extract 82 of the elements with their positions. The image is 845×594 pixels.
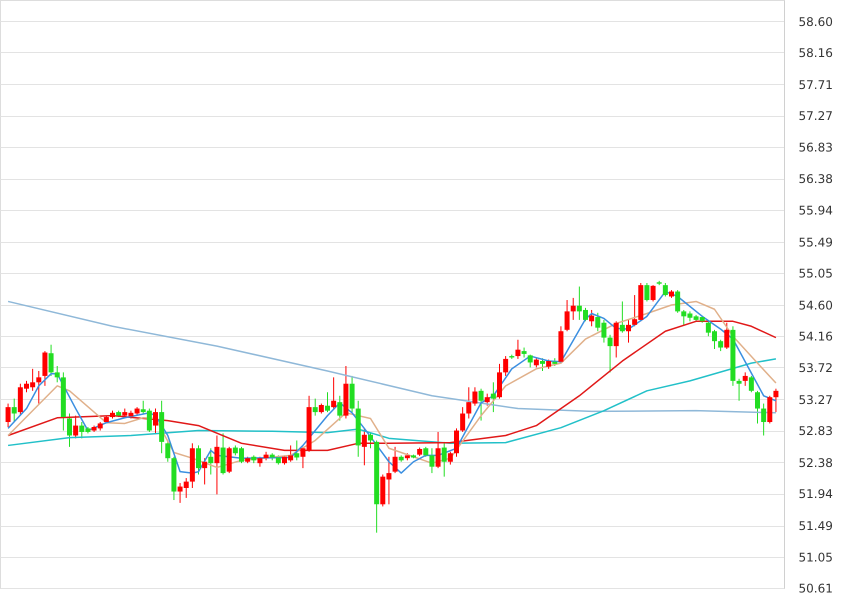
candlestick: [534, 358, 539, 368]
y-tick-label: 50.61: [798, 582, 833, 594]
candlestick: [312, 398, 318, 416]
candlestick: [436, 431, 441, 469]
candlestick: [490, 382, 496, 413]
candlestick: [662, 282, 668, 297]
candlestick: [294, 440, 300, 461]
candlestick: [12, 398, 17, 423]
candlestick: [165, 440, 170, 462]
candlestick: [331, 376, 336, 410]
y-tick-label: 54.60: [798, 298, 833, 312]
line-series: [7, 358, 777, 446]
candlestick: [202, 458, 208, 485]
y-tick-label: 55.49: [798, 235, 833, 250]
y-tick-label: 52.83: [798, 424, 833, 438]
candlestick: [724, 322, 730, 350]
candlestick: [423, 446, 428, 458]
y-tick-label: 56.83: [798, 140, 833, 154]
candlestick: [67, 413, 72, 448]
candlestick: [755, 390, 760, 424]
line-series: [7, 320, 777, 452]
candlestick: [546, 359, 552, 370]
candlestick: [564, 300, 570, 332]
y-tick-label: 53.72: [798, 360, 833, 375]
candlestick: [214, 435, 220, 495]
candlestick: [196, 444, 201, 476]
candlestick: [773, 388, 778, 413]
candlestick: [454, 428, 459, 458]
y-tick-label: 52.38: [798, 456, 833, 470]
candlestick: [589, 309, 594, 327]
candlestick: [6, 403, 11, 428]
candlestick: [48, 344, 54, 376]
candlestick: [337, 395, 342, 422]
y-tick-label: 57.27: [798, 109, 833, 124]
candlestick: [718, 339, 724, 352]
line-series: [7, 300, 777, 414]
y-tick-label: 51.94: [798, 487, 833, 502]
candlestick: [675, 290, 680, 314]
candlestick: [515, 339, 520, 360]
candlestick: [650, 284, 656, 302]
candlestick: [318, 403, 324, 414]
candlestick: [528, 354, 533, 368]
candlestick: [478, 388, 484, 422]
candlestick: [626, 319, 631, 344]
candlestick: [484, 393, 490, 406]
candlestick: [36, 370, 42, 404]
candlestick: [620, 300, 625, 334]
candlestick: [73, 415, 78, 439]
candlestick: [54, 365, 60, 383]
candlestick: [368, 432, 373, 449]
candlestick: [392, 446, 398, 474]
candlestick: [503, 356, 508, 376]
y-tick-label: 51.05: [798, 550, 833, 564]
candlestick: [522, 347, 527, 358]
candlestick: [429, 448, 434, 474]
candlestick: [448, 451, 453, 466]
candlestick: [460, 406, 466, 432]
candlestick: [276, 454, 281, 466]
candlestick: [208, 448, 214, 476]
y-tick-label: 55.94: [798, 203, 833, 218]
candlestick: [540, 358, 545, 372]
candlestick: [608, 334, 613, 373]
candlestick: [226, 446, 232, 474]
candlestick: [442, 441, 447, 478]
candlestick: [362, 428, 367, 466]
y-tick-label: 54.16: [798, 330, 833, 344]
y-tick-label: 53.27: [798, 392, 833, 407]
candlestick: [570, 297, 576, 320]
y-tick-label: 51.49: [798, 519, 833, 534]
candlestick: [614, 320, 619, 358]
y-tick-label: 58.16: [798, 46, 833, 60]
y-tick-label: 58.60: [798, 14, 833, 29]
candlestick: [42, 350, 48, 386]
candlestick: [153, 408, 158, 434]
y-tick-label: 56.38: [798, 172, 833, 186]
y-tick-label: 55.05: [798, 266, 833, 281]
candlestick: [748, 375, 754, 393]
candlestick: [644, 282, 650, 302]
candlestick: [742, 372, 748, 386]
candlestick: [325, 392, 330, 413]
y-tick-label: 57.71: [798, 78, 833, 92]
candlestick: [761, 403, 766, 436]
